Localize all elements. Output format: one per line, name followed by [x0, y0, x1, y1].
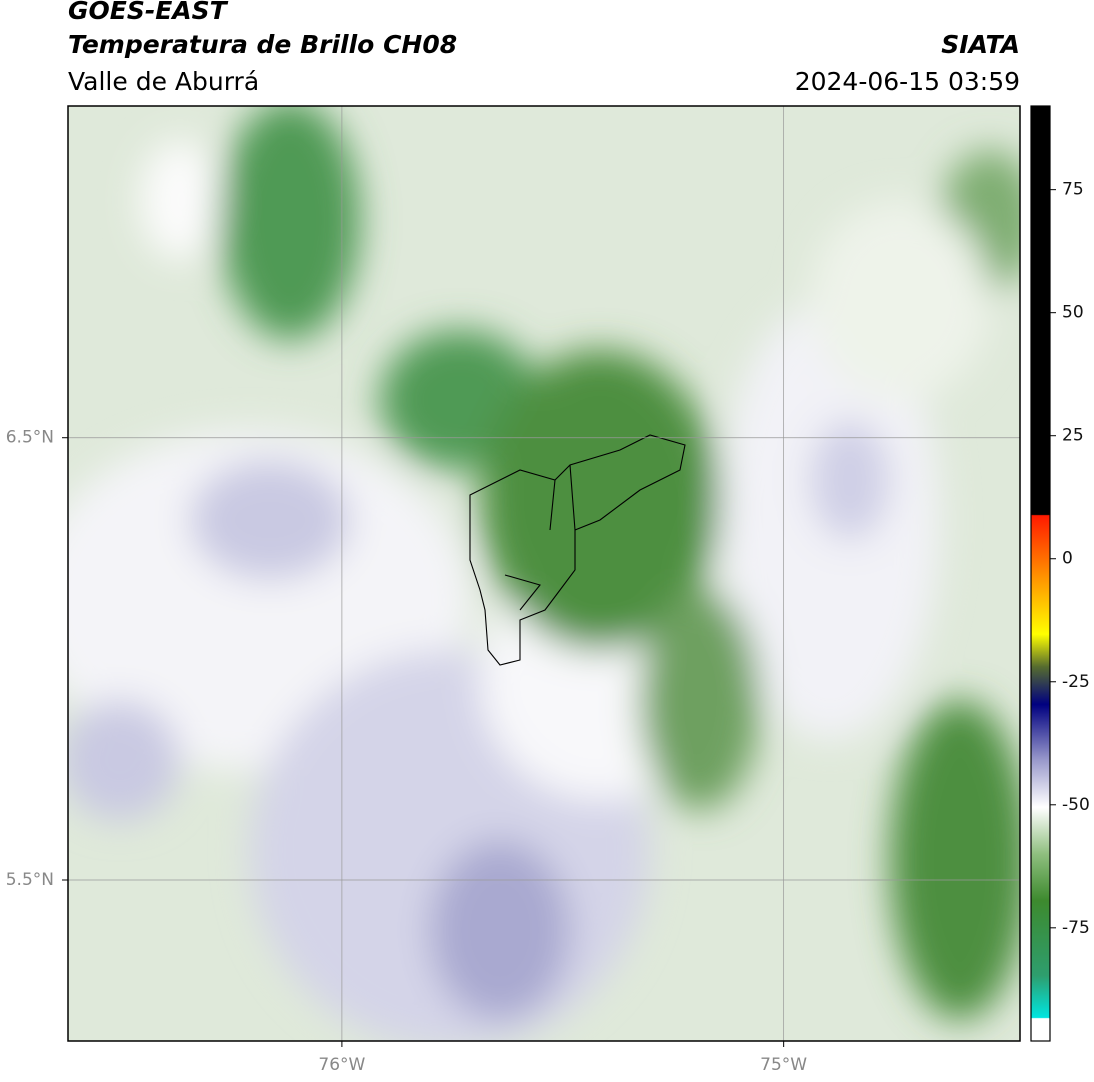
colorbar-tick-label: -50 — [1062, 795, 1090, 815]
colorbar-tick-label: 25 — [1062, 426, 1084, 446]
region: Valle de Aburrá — [68, 67, 259, 96]
subtitle: Temperatura de Brillo CH08 — [68, 30, 457, 59]
colorbar-tick-label: -75 — [1062, 918, 1090, 938]
lat-tick-label: 5.5°N — [6, 870, 54, 890]
colorbar-tick-label: -25 — [1062, 672, 1090, 692]
municipal-boundaries — [469, 434, 686, 666]
lat-tick-label: 6.5°N — [6, 428, 54, 448]
lon-tick-label: 75°W — [760, 1055, 807, 1075]
colorbar — [1030, 105, 1051, 1042]
source: SIATA — [941, 30, 1020, 59]
colorbar-tick-label: 50 — [1062, 303, 1084, 323]
lon-tick-label: 76°W — [318, 1055, 365, 1075]
colorbar-tick-label: 0 — [1062, 549, 1073, 569]
datetime: 2024-06-15 03:59 — [795, 67, 1020, 96]
title: GOES-EAST — [68, 0, 229, 25]
colorbar-tick-label: 75 — [1062, 180, 1084, 200]
map-field — [68, 106, 1020, 1041]
graticule — [62, 106, 1020, 1047]
map-frame — [67, 105, 1021, 1042]
